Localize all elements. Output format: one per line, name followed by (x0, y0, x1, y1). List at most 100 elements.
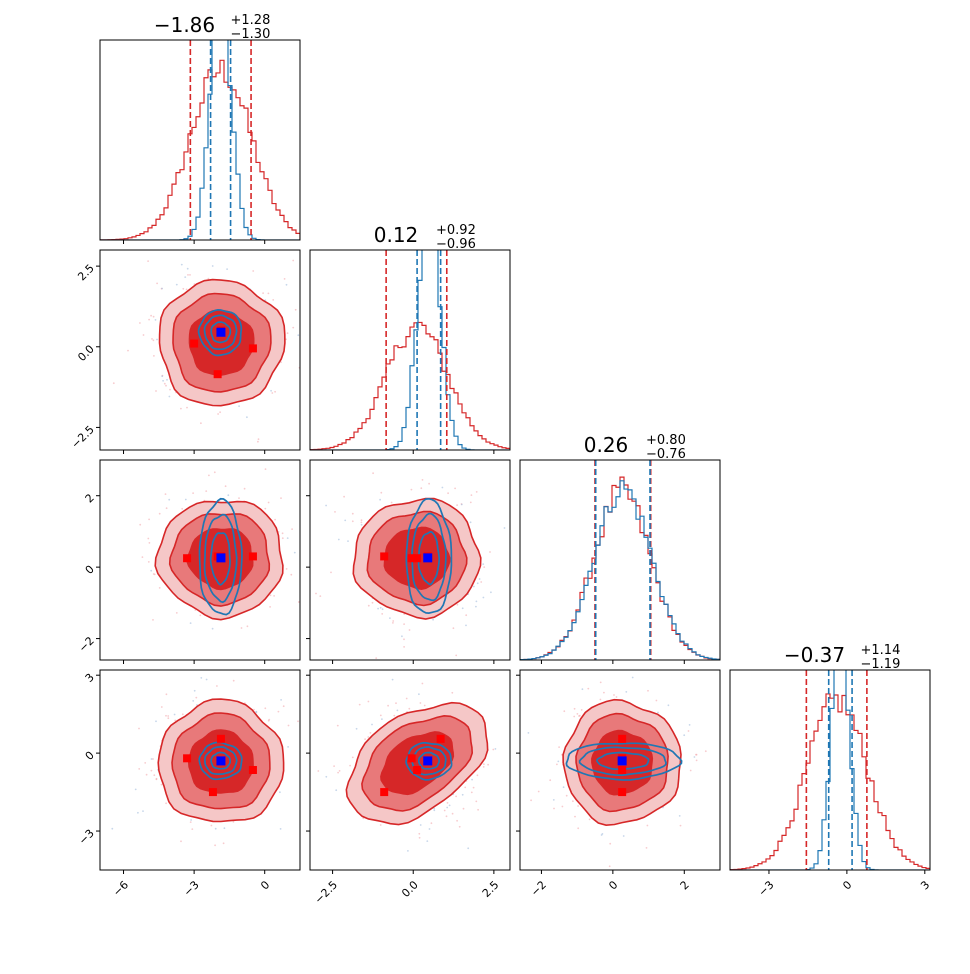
sample-point (360, 523, 363, 526)
blue-contour-2 (198, 741, 243, 781)
sample-point (281, 537, 284, 540)
sample-point (622, 835, 625, 837)
sample-point (211, 265, 214, 267)
x-tick-label: −3 (181, 878, 202, 899)
y-tick-label: −2.5 (69, 423, 97, 451)
blue-marker (216, 756, 226, 766)
sample-point (456, 603, 459, 606)
sample-point (480, 581, 483, 583)
panel-2-1 (315, 444, 506, 659)
sample-point (160, 783, 163, 786)
x-tick-label: 2 (678, 878, 692, 892)
sample-point (232, 820, 235, 823)
sample-point (367, 736, 370, 738)
sample-point (161, 375, 164, 378)
sample-point (408, 629, 411, 631)
red-contour-inner (380, 731, 455, 796)
sample-point (462, 807, 465, 810)
sample-point (253, 708, 255, 711)
blue-contour-1 (203, 314, 238, 351)
panel-3-1 (317, 678, 533, 852)
sample-point (141, 556, 144, 558)
sample-point (482, 766, 485, 768)
sample-point (695, 759, 698, 762)
sample-point (286, 332, 289, 335)
sample-point (531, 773, 533, 775)
panel-2-0 (139, 468, 300, 630)
sample-point (475, 600, 478, 603)
sample-point (448, 804, 451, 807)
sample-point (588, 818, 591, 821)
sample-point (147, 537, 150, 540)
panel-frame-3-3 (729, 669, 931, 871)
sample-point (165, 714, 167, 717)
sample-point (161, 287, 164, 290)
sample-point (264, 507, 267, 510)
sample-point (683, 734, 686, 737)
title-plus-1: +0.92 (436, 223, 476, 238)
sample-point (287, 746, 289, 748)
sample-point (477, 808, 479, 811)
sample-point (200, 422, 202, 425)
sample-point (181, 713, 184, 716)
sample-point (369, 732, 372, 734)
sample-point (601, 833, 604, 835)
red-marker-0 (618, 734, 627, 743)
sample-point (455, 795, 457, 798)
sample-point (667, 704, 670, 707)
x-tick-label: −2.5 (312, 878, 340, 906)
blue-contour-2 (405, 497, 453, 614)
sample-point (287, 724, 290, 727)
sample-point (454, 487, 456, 490)
sample-point (360, 521, 363, 524)
sample-point (580, 709, 583, 711)
sample-point (458, 825, 461, 828)
panel-3-2 (527, 676, 707, 868)
sample-point (127, 349, 129, 352)
red-marker-1 (407, 754, 416, 763)
sample-point (355, 727, 358, 730)
sample-point (139, 322, 141, 324)
sample-point (192, 492, 195, 494)
sample-point (210, 824, 213, 827)
sample-point (207, 277, 210, 280)
sample-point (152, 619, 154, 621)
sample-point (169, 388, 171, 391)
sample-point (205, 490, 208, 492)
sample-point (530, 799, 532, 802)
sample-point (390, 444, 392, 446)
sample-point (419, 824, 422, 826)
sample-point (503, 527, 506, 529)
sample-point (461, 607, 464, 610)
sample-point (430, 822, 433, 825)
sample-point (379, 714, 382, 717)
sample-point (155, 390, 157, 392)
x-tick-label: 0 (606, 878, 620, 892)
x-tick-label: 2.5 (480, 878, 502, 900)
sample-point (264, 468, 267, 470)
sample-point (483, 763, 485, 765)
sample-point (186, 667, 188, 669)
sample-point (527, 732, 530, 734)
sample-point (578, 715, 580, 717)
sample-point (226, 268, 229, 270)
sample-point (268, 718, 271, 721)
red-marker-2 (618, 766, 627, 774)
sample-point (255, 710, 258, 713)
sample-point (337, 538, 340, 541)
sample-point (211, 627, 214, 630)
blue-contour-2 (405, 742, 453, 781)
sample-point (483, 566, 486, 568)
sample-point (272, 299, 275, 301)
sample-point (456, 819, 458, 822)
sample-point (158, 587, 161, 589)
sample-point (205, 678, 208, 681)
blue-contour-0 (209, 532, 231, 586)
sample-point (689, 769, 692, 772)
sample-point (138, 727, 140, 730)
sample-point (186, 267, 189, 270)
x-tick-label: −6 (110, 878, 131, 899)
sample-point (283, 278, 286, 280)
sample-point (240, 627, 243, 629)
sample-point (625, 691, 628, 693)
